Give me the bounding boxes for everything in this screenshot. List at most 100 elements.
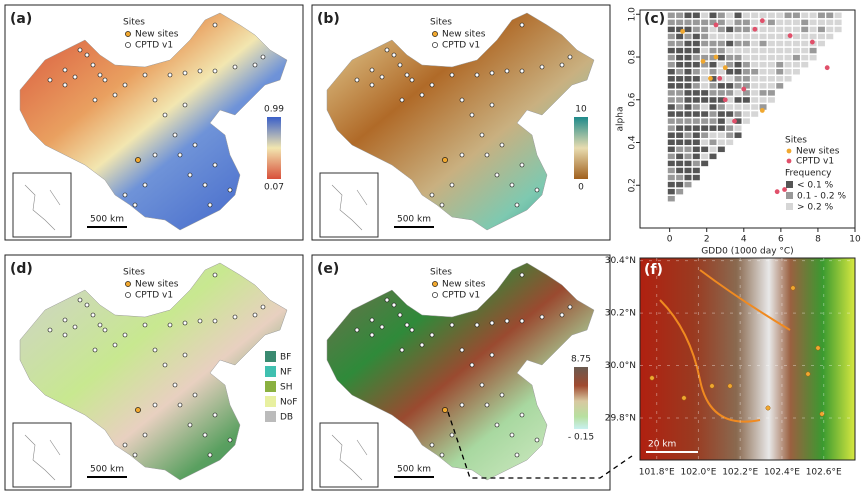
frequency-cell (692, 111, 700, 117)
site-marker (399, 347, 405, 353)
legend-label: 0.1 - 0.2 % (797, 192, 846, 202)
lat-tick-label: 30.4°N (605, 256, 636, 266)
frequency-cell (692, 33, 700, 40)
site-marker (567, 54, 573, 60)
frequency-cell (717, 33, 725, 40)
frequency-cell (676, 174, 684, 181)
frequency-cell (684, 76, 692, 82)
frequency-cell (667, 26, 675, 33)
new-site-marker (442, 157, 448, 163)
colorbar-min: 0 (578, 183, 584, 193)
site-marker (192, 392, 198, 398)
frequency-cell (726, 125, 734, 131)
site-marker (409, 327, 415, 333)
site-marker (484, 402, 490, 408)
frequency-cell (767, 68, 775, 75)
site-marker (509, 432, 515, 438)
frequency-cell (692, 97, 700, 103)
site-marker (819, 411, 825, 417)
frequency-cell (676, 181, 684, 188)
site-marker (142, 432, 148, 438)
data-point (680, 28, 686, 34)
frequency-cell (784, 54, 792, 61)
site-marker (449, 182, 455, 188)
frequency-cell (734, 125, 742, 131)
data-point (700, 58, 706, 64)
site-marker (449, 72, 455, 78)
frequency-cell (726, 76, 734, 82)
site-marker (419, 342, 425, 348)
site-marker (519, 68, 525, 74)
frequency-cell (742, 40, 750, 47)
frequency-cell (709, 146, 717, 153)
frequency-cell (751, 12, 759, 19)
y-tick-label: 0.6 (628, 92, 638, 107)
legend-marker (786, 148, 792, 154)
site-marker (182, 352, 188, 358)
frequency-cell (692, 174, 700, 181)
site-marker (354, 77, 360, 83)
site-marker (559, 62, 565, 68)
legend-label: CPTD v1 (796, 157, 834, 167)
frequency-cell (734, 104, 742, 110)
site-marker (459, 347, 465, 353)
frequency-cell (742, 118, 750, 124)
site-marker (519, 22, 525, 28)
site-marker (212, 272, 218, 278)
site-marker (90, 312, 96, 318)
frequency-cell (676, 12, 684, 19)
site-marker (369, 67, 375, 73)
site-marker (172, 382, 178, 388)
frequency-cell (717, 97, 725, 103)
frequency-cell (667, 68, 675, 75)
data-point (717, 75, 723, 81)
frequency-cell (801, 54, 809, 61)
y-tick-label: 0.2 (628, 178, 638, 192)
frequency-cell (676, 47, 684, 54)
site-marker (207, 202, 213, 208)
inset-panel: 30.4°N 30.2°N 30.0°N 29.8°N 101.8°E 102.0°E 10… (605, 256, 856, 478)
frequency-cell (742, 111, 750, 117)
frequency-cell (792, 54, 800, 61)
site-marker (489, 70, 495, 76)
site-marker (260, 54, 266, 60)
frequency-cell (817, 26, 825, 33)
frequency-cell (834, 26, 842, 33)
river (659, 269, 791, 423)
site-marker (177, 152, 183, 158)
site-marker (509, 182, 515, 188)
frequency-cell (767, 33, 775, 40)
frequency-cell (667, 139, 675, 146)
frequency-cell (742, 61, 750, 68)
frequency-cell (684, 146, 692, 153)
frequency-cell (751, 83, 759, 89)
frequency-cell (767, 47, 775, 54)
frequency-cell (726, 68, 734, 75)
legend-title: Sites (430, 18, 452, 28)
frequency-cell (709, 54, 717, 61)
scale-label: 20 km (648, 440, 676, 450)
legend-label: New sites (135, 30, 179, 40)
frequency-cell (692, 153, 700, 160)
frequency-cell (676, 146, 684, 153)
frequency-cell (692, 132, 700, 138)
site-marker (62, 332, 68, 338)
legend-marker (125, 281, 131, 287)
site-marker (539, 314, 545, 320)
site-marker (709, 383, 715, 389)
frequency-cell (701, 90, 709, 96)
site-marker (212, 68, 218, 74)
frequency-cell (734, 47, 742, 54)
frequency-cell (667, 153, 675, 160)
frequency-cell (726, 111, 734, 117)
site-marker (567, 304, 573, 310)
new-site-marker (135, 157, 141, 163)
site-marker (369, 82, 375, 88)
frequency-cell (776, 40, 784, 47)
frequency-cell (701, 132, 709, 138)
frequency-cell (742, 12, 750, 19)
frequency-cell (701, 83, 709, 89)
legend-label: New sites (442, 30, 486, 40)
site-marker (252, 312, 258, 318)
legend-swatch (786, 192, 793, 199)
